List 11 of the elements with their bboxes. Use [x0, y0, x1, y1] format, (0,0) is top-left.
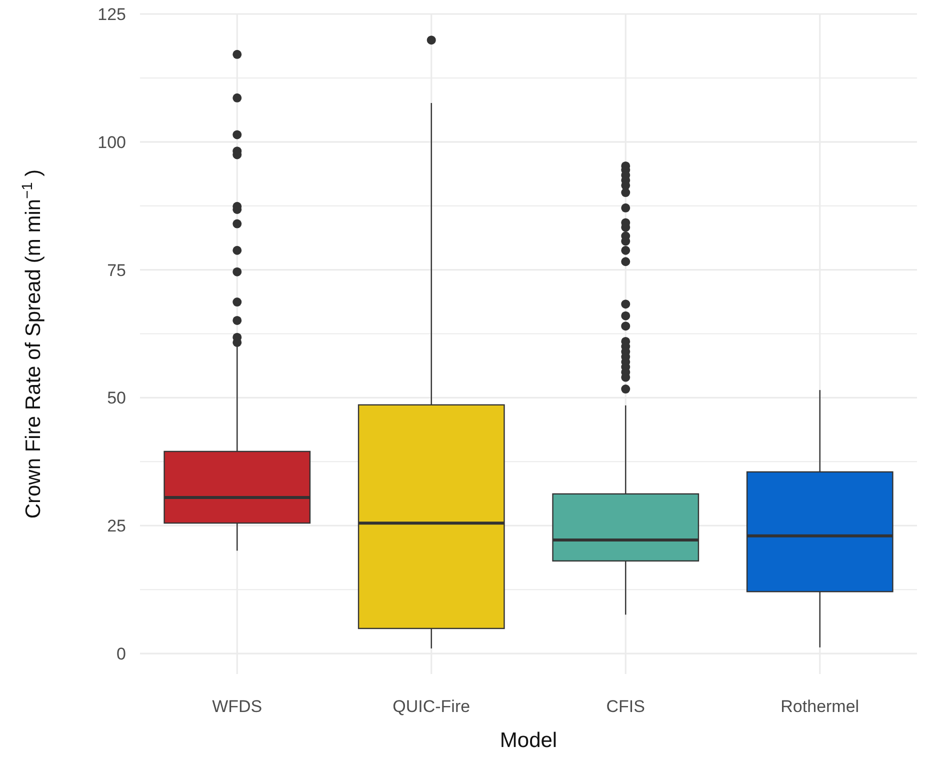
y-tick-label: 100 [98, 132, 126, 152]
x-tick-label: QUIC-Fire [392, 697, 470, 716]
x-axis-title: Model [500, 729, 558, 752]
x-tick-label: CFIS [606, 697, 645, 716]
y-tick-label: 25 [107, 516, 126, 536]
x-tick-label: WFDS [212, 697, 262, 716]
y-tick-label: 75 [107, 260, 126, 280]
y-tick-label: 125 [98, 4, 126, 24]
y-tick-label: 50 [107, 388, 126, 408]
y-tick-label: 0 [116, 644, 126, 664]
x-tick-label: Rothermel [780, 697, 860, 716]
